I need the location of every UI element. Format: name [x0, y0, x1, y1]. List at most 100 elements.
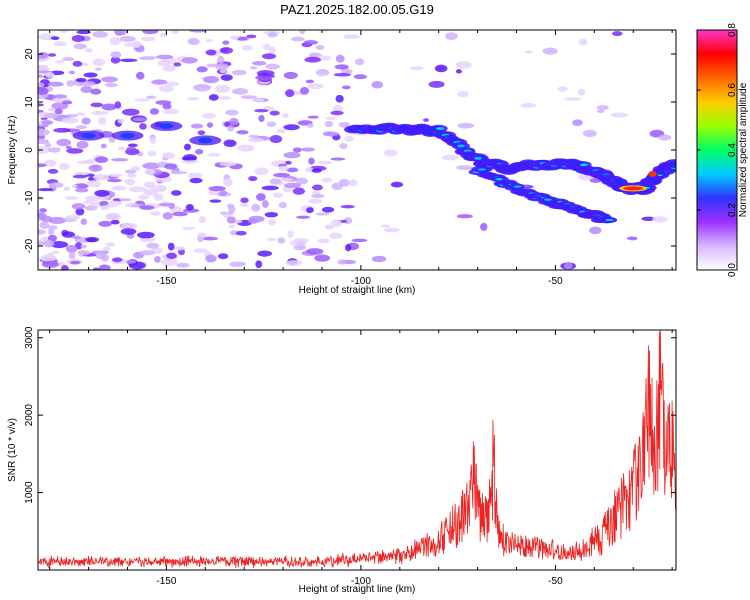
noise-blob [50, 241, 69, 249]
noise-blob [71, 34, 85, 43]
noise-blob [283, 124, 300, 131]
noise-blob [231, 88, 249, 95]
noise-blob [206, 122, 213, 128]
noise-blob [53, 127, 71, 133]
noise-blob [123, 42, 142, 48]
noise-blob [85, 237, 100, 243]
noise-blob [330, 110, 344, 116]
noise-blob [207, 152, 221, 157]
noise-blob [256, 70, 275, 77]
ridge-main-core [457, 144, 466, 148]
noise-blob [83, 200, 95, 204]
noise-blob [38, 146, 51, 154]
noise-blob [53, 41, 67, 47]
noise-blob [80, 244, 87, 249]
noise-blob [56, 138, 72, 147]
noise-blob [248, 134, 259, 138]
noise-blob [321, 177, 333, 183]
noise-blob [345, 244, 352, 252]
noise-blob [126, 147, 137, 151]
noise-blob [652, 216, 669, 223]
noise-blob [119, 58, 138, 62]
ridge-peak-core [623, 186, 644, 191]
noise-blob [214, 84, 231, 93]
noise-blob [239, 203, 249, 208]
noise-blob [251, 203, 261, 212]
noise-blob [86, 180, 102, 188]
noise-blob [641, 216, 656, 221]
noise-blob [176, 262, 190, 268]
noise-blob [312, 184, 323, 191]
noise-blob [75, 125, 88, 130]
spectrogram-background [38, 30, 676, 270]
noise-blob [383, 149, 398, 157]
noise-blob [162, 65, 176, 72]
noise-blob [38, 86, 47, 91]
noise-blob [263, 43, 271, 51]
noise-blob [124, 169, 137, 174]
noise-blob [455, 61, 472, 69]
noise-blob [328, 232, 343, 239]
noise-blob [337, 259, 346, 265]
noise-blob [227, 125, 234, 132]
noise-blob [254, 167, 269, 176]
noise-blob [577, 88, 586, 96]
ridge-lower-core [478, 168, 487, 171]
noise-blob [229, 261, 246, 267]
y-tick-label: 20 [24, 48, 35, 60]
noise-blob [142, 189, 158, 196]
noise-blob [119, 198, 132, 202]
noise-blob [61, 117, 79, 124]
noise-blob [242, 45, 253, 51]
noise-blob [181, 57, 198, 64]
noise-blob [53, 94, 68, 99]
noise-blob [269, 110, 280, 116]
noise-blob [304, 167, 314, 173]
noise-blob [38, 52, 49, 59]
noise-blob [76, 30, 91, 35]
noise-blob [167, 242, 175, 251]
noise-blob [104, 204, 117, 208]
noise-blob [231, 69, 247, 76]
chart-title: PAZ1.2025.182.00.05.G19 [280, 2, 434, 17]
noise-blob [166, 252, 177, 259]
noise-blob [626, 236, 638, 241]
noise-blob [138, 194, 150, 200]
noise-blob [84, 195, 102, 202]
noise-blob [65, 214, 80, 221]
noise-blob [228, 224, 236, 229]
colorbar: 0.0 0.2 0.4 0.6 0.8 Normalized spectral ampl… [696, 23, 749, 277]
y-tick-label: 3000 [24, 326, 35, 349]
noise-blob [110, 56, 121, 64]
noise-blob [162, 152, 176, 159]
noise-blob [65, 145, 72, 150]
noise-blob [68, 70, 76, 75]
noise-blob [295, 177, 308, 185]
noise-blob [229, 117, 239, 126]
noise-blob [272, 192, 284, 198]
noise-blob [423, 118, 430, 122]
noise-blob [289, 239, 307, 247]
ridge-lower-core [605, 218, 614, 222]
spectrogram-ridge-layer [72, 121, 676, 224]
noise-blob [90, 88, 102, 95]
noise-blob [81, 117, 91, 125]
noise-blob [311, 168, 322, 173]
colorbar-label: Normalized spectral amplitude [738, 82, 749, 217]
noise-blob [219, 190, 228, 197]
noise-blob [39, 221, 50, 229]
ridge-left-core [198, 137, 213, 144]
noise-blob [409, 66, 424, 71]
noise-blob [164, 163, 178, 170]
noise-blob [201, 236, 219, 241]
noise-blob [119, 35, 136, 43]
noise-blob [264, 211, 279, 218]
spectrogram-y-ticks: -20 -10 0 10 20 [24, 48, 676, 253]
x-tick-label: -50 [548, 276, 563, 287]
noise-blob [457, 90, 469, 98]
snr-y-ticks: 1000 2000 3000 [24, 326, 676, 504]
noise-blob [285, 160, 292, 165]
noise-blob [38, 64, 49, 71]
noise-blob [79, 80, 96, 87]
noise-blob [256, 193, 266, 202]
